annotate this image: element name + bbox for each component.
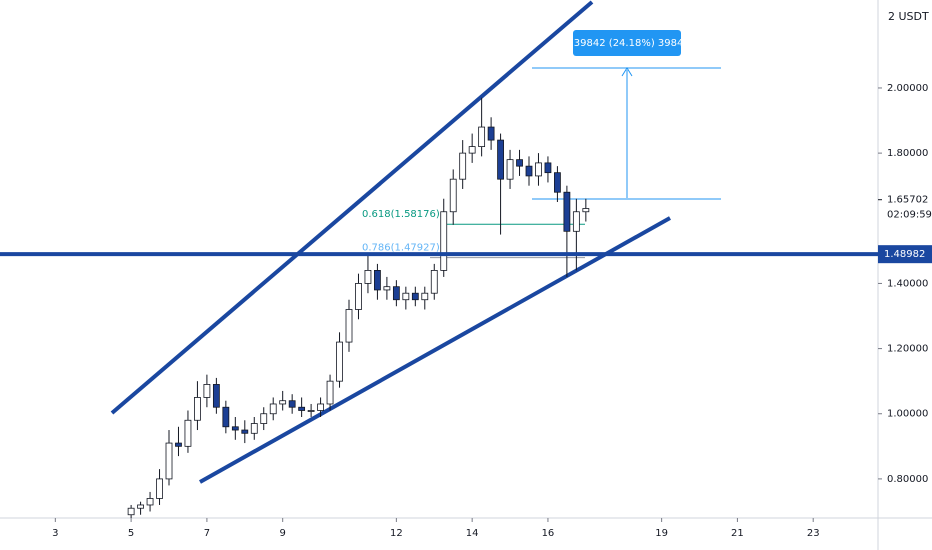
x-tick-label: 3 xyxy=(52,528,58,539)
candle-body xyxy=(572,211,580,232)
candle-body xyxy=(279,400,287,405)
y-tick-label: 1.40000 xyxy=(887,278,928,289)
candle-body xyxy=(260,413,268,424)
currency-label: 2 USDT xyxy=(888,10,929,23)
candle-body xyxy=(411,292,419,301)
candle-body xyxy=(402,292,410,301)
measure-arrowhead xyxy=(621,67,633,77)
last-price-label: 1.65702 xyxy=(887,195,928,206)
candle-body xyxy=(203,384,211,398)
candle-body xyxy=(127,507,135,516)
candle-body xyxy=(288,400,296,408)
candle-body xyxy=(317,403,324,411)
candle-body xyxy=(250,423,258,434)
candle-body xyxy=(146,498,154,506)
candle-body xyxy=(184,419,192,447)
candle-body xyxy=(298,406,306,411)
candle-body xyxy=(364,270,372,284)
candle-body xyxy=(336,341,343,382)
candle-body xyxy=(355,283,362,310)
candle-body xyxy=(269,403,277,415)
candle-body xyxy=(449,178,457,213)
candle-body xyxy=(222,406,230,428)
candle-body xyxy=(535,162,542,177)
candle-body xyxy=(459,152,467,180)
candle-body xyxy=(212,384,220,408)
x-tick-label: 19 xyxy=(655,528,668,539)
y-tick-label: 1.80000 xyxy=(887,148,928,159)
x-tick-label: 9 xyxy=(280,528,286,539)
candle-body xyxy=(440,211,448,271)
candle-body xyxy=(582,208,590,213)
candle-body xyxy=(478,126,486,148)
candle-body xyxy=(497,139,504,180)
x-tick-label: 14 xyxy=(466,528,479,539)
x-tick-label: 12 xyxy=(390,528,403,539)
horizontal-line-label: 1.48982 xyxy=(884,249,925,260)
y-tick-label: 1.00000 xyxy=(887,409,928,420)
x-tick-label: 7 xyxy=(204,528,210,539)
candle-body xyxy=(544,162,552,174)
fib-label: 0.786(1.47927) xyxy=(362,243,440,254)
candle-body xyxy=(563,191,571,232)
candle-body xyxy=(516,159,523,167)
candle-body xyxy=(307,410,315,412)
candle-body xyxy=(383,286,391,291)
candle-body xyxy=(421,292,429,301)
trendline-lower xyxy=(199,216,671,484)
candle-body xyxy=(430,270,438,294)
candle-body xyxy=(231,426,239,431)
candle-body xyxy=(194,397,201,421)
y-tick-label: 0.80000 xyxy=(887,474,928,485)
candle-body xyxy=(156,478,163,499)
horizontal-line-tag xyxy=(878,245,932,264)
x-tick-label: 5 xyxy=(128,528,134,539)
y-tick-label: 2.00000 xyxy=(887,83,928,94)
x-tick-label: 23 xyxy=(807,528,820,539)
x-tick-label: 21 xyxy=(731,528,744,539)
measure-label: 0.39842 (24.18%) 39842 xyxy=(564,38,689,49)
candle-body xyxy=(175,442,182,447)
countdown-label: 02:09:59 xyxy=(887,210,932,221)
candle-body xyxy=(326,380,334,405)
candle-body xyxy=(241,429,249,434)
measure-box xyxy=(573,30,681,56)
fib-label: 0.618(1.58176) xyxy=(362,209,440,220)
candle-body xyxy=(345,309,353,343)
candle-body xyxy=(165,442,173,480)
candle-body xyxy=(392,286,400,301)
y-tick-label: 1.20000 xyxy=(887,344,928,355)
candle-body xyxy=(137,504,144,509)
candle-body xyxy=(374,270,381,291)
candle-body xyxy=(468,146,476,154)
trendline-upper xyxy=(110,0,594,415)
candle-body xyxy=(554,172,561,193)
candle-body xyxy=(506,159,514,180)
candle-body xyxy=(487,126,495,141)
x-tick-label: 16 xyxy=(542,528,555,539)
candle-body xyxy=(525,165,533,177)
